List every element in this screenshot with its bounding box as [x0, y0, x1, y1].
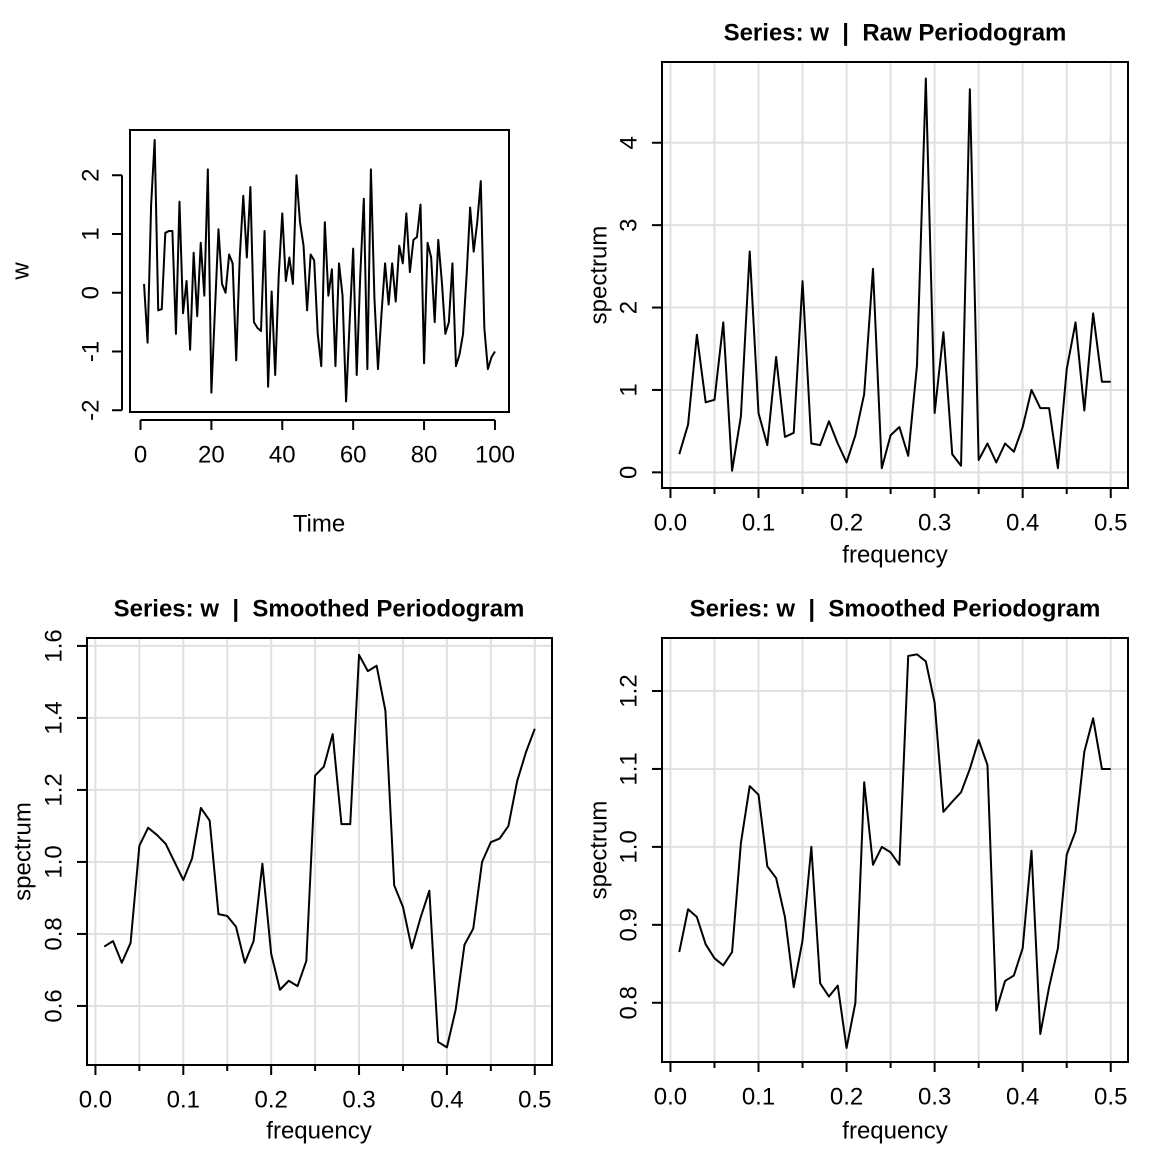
x-tick-label: 0.0 — [654, 509, 687, 536]
panel-title: Series: w | Raw Periodogram — [724, 19, 1067, 46]
y-tick-label: -1 — [77, 341, 104, 362]
x-tick-label: 0.1 — [742, 1083, 775, 1110]
x-axis-label: frequency — [842, 541, 947, 568]
x-tick-label: 0.3 — [342, 1086, 375, 1113]
x-tick-label: 0.5 — [1094, 1083, 1127, 1110]
y-tick-label: 3 — [615, 218, 642, 231]
x-axis-label: frequency — [842, 1117, 947, 1144]
x-tick-label: 0.2 — [830, 1083, 863, 1110]
y-tick-label: 2 — [77, 169, 104, 182]
y-tick-label: 0.6 — [40, 989, 67, 1022]
x-tick-label: 0.2 — [830, 509, 863, 536]
y-tick-label: -2 — [77, 400, 104, 421]
plot-frame — [661, 61, 1129, 489]
x-tick-label: 100 — [475, 441, 515, 468]
x-tick-label: 80 — [411, 441, 438, 468]
data-line — [143, 138, 496, 403]
plot-frame — [661, 637, 1129, 1063]
panel-title: Series: w | Smoothed Periodogram — [690, 595, 1101, 622]
y-tick-label: 1.6 — [40, 629, 67, 662]
x-tick-label: 0.0 — [79, 1086, 112, 1113]
x-tick-label: 0.4 — [1006, 509, 1039, 536]
y-tick-label: 1.2 — [615, 674, 642, 707]
y-tick-label: 1.0 — [40, 845, 67, 878]
x-tick-label: 0.2 — [254, 1086, 287, 1113]
y-tick-label: 1 — [615, 383, 642, 396]
x-tick-label: 0.5 — [1094, 509, 1127, 536]
plot-frame — [129, 129, 510, 413]
y-tick-label: 1.2 — [40, 773, 67, 806]
y-tick-label: 1 — [77, 227, 104, 240]
y-tick-label: 0.8 — [615, 986, 642, 1019]
data-line — [678, 653, 1111, 1049]
data-line — [678, 77, 1111, 472]
y-axis-label: spectrum — [9, 802, 36, 901]
y-axis-label: w — [7, 262, 34, 281]
y-tick-label: 4 — [615, 136, 642, 149]
x-tick-label: 0.1 — [167, 1086, 200, 1113]
y-tick-label: 1.0 — [615, 830, 642, 863]
x-tick-label: 0 — [134, 441, 147, 468]
y-axis-label: spectrum — [585, 801, 612, 900]
panel-title: Series: w | Smoothed Periodogram — [114, 595, 525, 622]
y-tick-label: 2 — [615, 301, 642, 314]
y-axis-label: spectrum — [585, 226, 612, 325]
data-line — [103, 653, 536, 1049]
x-tick-label: 20 — [198, 441, 225, 468]
x-tick-label: 40 — [269, 441, 296, 468]
y-tick-label: 0.9 — [615, 908, 642, 941]
plot-frame — [86, 637, 553, 1066]
x-tick-label: 60 — [340, 441, 367, 468]
x-tick-label: 0.5 — [518, 1086, 551, 1113]
x-tick-label: 0.4 — [430, 1086, 463, 1113]
x-tick-label: 0.4 — [1006, 1083, 1039, 1110]
x-tick-label: 0.0 — [654, 1083, 687, 1110]
y-tick-label: 0 — [615, 466, 642, 479]
x-tick-label: 0.3 — [918, 1083, 951, 1110]
y-tick-label: 0 — [77, 286, 104, 299]
x-tick-label: 0.1 — [742, 509, 775, 536]
x-axis-label: Time — [293, 510, 345, 537]
y-tick-label: 1.1 — [615, 752, 642, 785]
y-tick-label: 0.8 — [40, 917, 67, 950]
x-axis-label: frequency — [266, 1117, 371, 1144]
x-tick-label: 0.3 — [918, 509, 951, 536]
y-tick-label: 1.4 — [40, 701, 67, 734]
